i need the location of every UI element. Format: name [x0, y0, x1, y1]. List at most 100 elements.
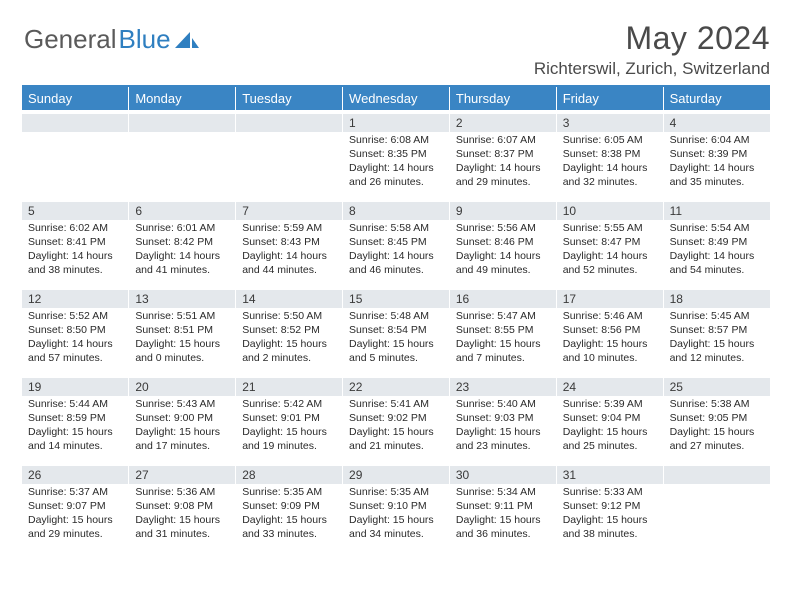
day-number-bar: 2 [450, 114, 556, 132]
day-details: Sunrise: 6:07 AMSunset: 8:37 PMDaylight:… [450, 132, 556, 193]
brand-part1: General [24, 24, 117, 55]
day-details: Sunrise: 5:42 AMSunset: 9:01 PMDaylight:… [236, 396, 342, 457]
day-number-bar: 25 [664, 378, 770, 396]
brand-part2: Blue [119, 24, 171, 55]
day-number-bar: 19 [22, 378, 128, 396]
calendar-cell: 11Sunrise: 5:54 AMSunset: 8:49 PMDayligh… [663, 198, 770, 286]
day-header: Sunday [22, 87, 129, 110]
day-details: Sunrise: 5:34 AMSunset: 9:11 PMDaylight:… [450, 484, 556, 545]
day-number-bar: 4 [664, 114, 770, 132]
day-number-bar: 28 [236, 466, 342, 484]
calendar-week-row: 19Sunrise: 5:44 AMSunset: 8:59 PMDayligh… [22, 374, 770, 462]
day-details: Sunrise: 5:38 AMSunset: 9:05 PMDaylight:… [664, 396, 770, 457]
calendar-cell: 1Sunrise: 6:08 AMSunset: 8:35 PMDaylight… [343, 110, 450, 198]
day-details: Sunrise: 5:58 AMSunset: 8:45 PMDaylight:… [343, 220, 449, 281]
day-details: Sunrise: 5:43 AMSunset: 9:00 PMDaylight:… [129, 396, 235, 457]
day-number-bar: 1 [343, 114, 449, 132]
day-number-bar: 18 [664, 290, 770, 308]
day-number-bar [664, 466, 770, 484]
day-details: Sunrise: 6:01 AMSunset: 8:42 PMDaylight:… [129, 220, 235, 281]
day-number-bar: 13 [129, 290, 235, 308]
calendar-cell: 24Sunrise: 5:39 AMSunset: 9:04 PMDayligh… [556, 374, 663, 462]
calendar-thead: SundayMondayTuesdayWednesdayThursdayFrid… [22, 87, 770, 110]
calendar-cell: 20Sunrise: 5:43 AMSunset: 9:00 PMDayligh… [129, 374, 236, 462]
calendar-cell [663, 462, 770, 550]
day-header: Friday [556, 87, 663, 110]
calendar-cell: 29Sunrise: 5:35 AMSunset: 9:10 PMDayligh… [343, 462, 450, 550]
day-number-bar: 9 [450, 202, 556, 220]
calendar-cell: 9Sunrise: 5:56 AMSunset: 8:46 PMDaylight… [449, 198, 556, 286]
day-number-bar: 21 [236, 378, 342, 396]
day-details: Sunrise: 5:35 AMSunset: 9:10 PMDaylight:… [343, 484, 449, 545]
day-details: Sunrise: 5:44 AMSunset: 8:59 PMDaylight:… [22, 396, 128, 457]
logo-sail-icon [175, 30, 201, 50]
day-details: Sunrise: 5:50 AMSunset: 8:52 PMDaylight:… [236, 308, 342, 369]
day-number-bar: 24 [557, 378, 663, 396]
calendar-cell: 12Sunrise: 5:52 AMSunset: 8:50 PMDayligh… [22, 286, 129, 374]
calendar-cell: 4Sunrise: 6:04 AMSunset: 8:39 PMDaylight… [663, 110, 770, 198]
calendar-cell: 14Sunrise: 5:50 AMSunset: 8:52 PMDayligh… [236, 286, 343, 374]
day-number-bar: 27 [129, 466, 235, 484]
calendar-cell: 5Sunrise: 6:02 AMSunset: 8:41 PMDaylight… [22, 198, 129, 286]
calendar-cell: 28Sunrise: 5:35 AMSunset: 9:09 PMDayligh… [236, 462, 343, 550]
calendar-cell: 18Sunrise: 5:45 AMSunset: 8:57 PMDayligh… [663, 286, 770, 374]
day-number-bar: 17 [557, 290, 663, 308]
day-number-bar: 8 [343, 202, 449, 220]
day-number-bar [236, 114, 342, 132]
calendar-cell: 23Sunrise: 5:40 AMSunset: 9:03 PMDayligh… [449, 374, 556, 462]
day-number-bar: 3 [557, 114, 663, 132]
day-header: Thursday [449, 87, 556, 110]
day-details: Sunrise: 6:08 AMSunset: 8:35 PMDaylight:… [343, 132, 449, 193]
day-number-bar: 7 [236, 202, 342, 220]
day-details: Sunrise: 5:40 AMSunset: 9:03 PMDaylight:… [450, 396, 556, 457]
calendar-week-row: 12Sunrise: 5:52 AMSunset: 8:50 PMDayligh… [22, 286, 770, 374]
day-number-bar: 11 [664, 202, 770, 220]
location: Richterswil, Zurich, Switzerland [534, 59, 770, 79]
day-number-bar: 23 [450, 378, 556, 396]
day-number-bar: 5 [22, 202, 128, 220]
calendar-cell: 27Sunrise: 5:36 AMSunset: 9:08 PMDayligh… [129, 462, 236, 550]
calendar-cell: 8Sunrise: 5:58 AMSunset: 8:45 PMDaylight… [343, 198, 450, 286]
calendar-cell: 16Sunrise: 5:47 AMSunset: 8:55 PMDayligh… [449, 286, 556, 374]
day-number-bar: 12 [22, 290, 128, 308]
day-header: Monday [129, 87, 236, 110]
day-details: Sunrise: 5:33 AMSunset: 9:12 PMDaylight:… [557, 484, 663, 545]
calendar-table: SundayMondayTuesdayWednesdayThursdayFrid… [22, 87, 770, 550]
month-title: May 2024 [534, 20, 770, 57]
day-details: Sunrise: 5:37 AMSunset: 9:07 PMDaylight:… [22, 484, 128, 545]
day-details: Sunrise: 6:05 AMSunset: 8:38 PMDaylight:… [557, 132, 663, 193]
day-details: Sunrise: 5:54 AMSunset: 8:49 PMDaylight:… [664, 220, 770, 281]
day-number-bar: 30 [450, 466, 556, 484]
brand-logo: GeneralBlue [24, 24, 201, 55]
day-details: Sunrise: 5:35 AMSunset: 9:09 PMDaylight:… [236, 484, 342, 545]
calendar-cell: 2Sunrise: 6:07 AMSunset: 8:37 PMDaylight… [449, 110, 556, 198]
calendar-cell [129, 110, 236, 198]
calendar-week-row: 26Sunrise: 5:37 AMSunset: 9:07 PMDayligh… [22, 462, 770, 550]
calendar-cell: 22Sunrise: 5:41 AMSunset: 9:02 PMDayligh… [343, 374, 450, 462]
day-details: Sunrise: 5:55 AMSunset: 8:47 PMDaylight:… [557, 220, 663, 281]
day-number-bar: 16 [450, 290, 556, 308]
day-details: Sunrise: 5:51 AMSunset: 8:51 PMDaylight:… [129, 308, 235, 369]
day-number-bar: 20 [129, 378, 235, 396]
day-number-bar [129, 114, 235, 132]
calendar-cell [236, 110, 343, 198]
day-details: Sunrise: 5:56 AMSunset: 8:46 PMDaylight:… [450, 220, 556, 281]
calendar-cell [22, 110, 129, 198]
page-header: GeneralBlue May 2024 Richterswil, Zurich… [22, 20, 770, 79]
day-details: Sunrise: 6:04 AMSunset: 8:39 PMDaylight:… [664, 132, 770, 193]
day-details: Sunrise: 5:39 AMSunset: 9:04 PMDaylight:… [557, 396, 663, 457]
day-number-bar: 10 [557, 202, 663, 220]
day-number-bar: 14 [236, 290, 342, 308]
calendar-cell: 7Sunrise: 5:59 AMSunset: 8:43 PMDaylight… [236, 198, 343, 286]
day-number-bar [22, 114, 128, 132]
day-details: Sunrise: 5:45 AMSunset: 8:57 PMDaylight:… [664, 308, 770, 369]
day-details: Sunrise: 5:52 AMSunset: 8:50 PMDaylight:… [22, 308, 128, 369]
calendar-cell: 3Sunrise: 6:05 AMSunset: 8:38 PMDaylight… [556, 110, 663, 198]
day-number-bar: 22 [343, 378, 449, 396]
calendar-cell: 25Sunrise: 5:38 AMSunset: 9:05 PMDayligh… [663, 374, 770, 462]
day-details: Sunrise: 5:41 AMSunset: 9:02 PMDaylight:… [343, 396, 449, 457]
calendar-cell: 21Sunrise: 5:42 AMSunset: 9:01 PMDayligh… [236, 374, 343, 462]
calendar-cell: 31Sunrise: 5:33 AMSunset: 9:12 PMDayligh… [556, 462, 663, 550]
calendar-cell: 13Sunrise: 5:51 AMSunset: 8:51 PMDayligh… [129, 286, 236, 374]
day-details: Sunrise: 5:47 AMSunset: 8:55 PMDaylight:… [450, 308, 556, 369]
